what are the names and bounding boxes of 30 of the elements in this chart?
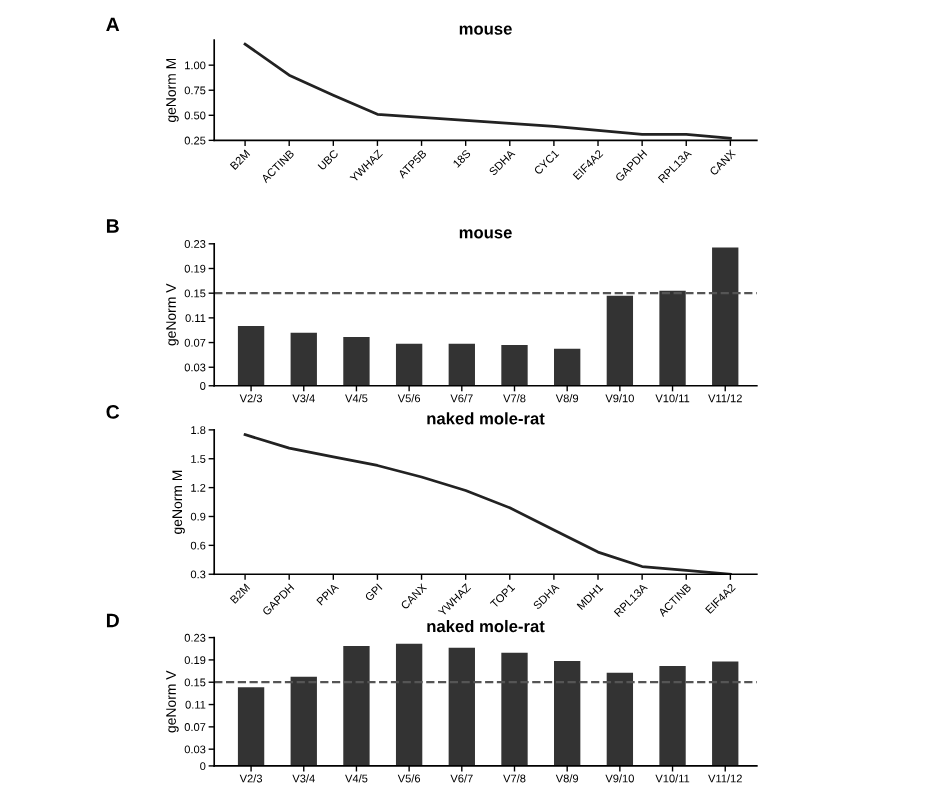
bar [448,647,475,766]
line-series [243,42,732,140]
bar [606,672,634,766]
chart-title: mouse [459,25,512,35]
bar [659,666,686,766]
chart-title: naked mole-rat [427,619,545,633]
bar [343,337,370,386]
bar [448,343,475,386]
bar [343,645,370,766]
bar [395,343,423,386]
bar [290,676,317,766]
bar [712,661,739,766]
bar [501,652,528,766]
bar [712,247,739,386]
bar [606,295,634,386]
text: D [106,613,119,628]
text: C [106,405,120,419]
text: B [106,219,119,233]
bar [237,687,265,766]
chart-title: naked mole-rat [427,412,545,425]
bar [395,643,423,766]
bar [501,345,528,386]
bar [554,661,581,766]
line-series [243,433,732,575]
bar [290,332,317,386]
text: A [106,17,120,32]
bar [659,290,686,386]
bar [237,325,265,386]
chart-title: mouse [459,229,512,239]
bar [554,348,581,386]
